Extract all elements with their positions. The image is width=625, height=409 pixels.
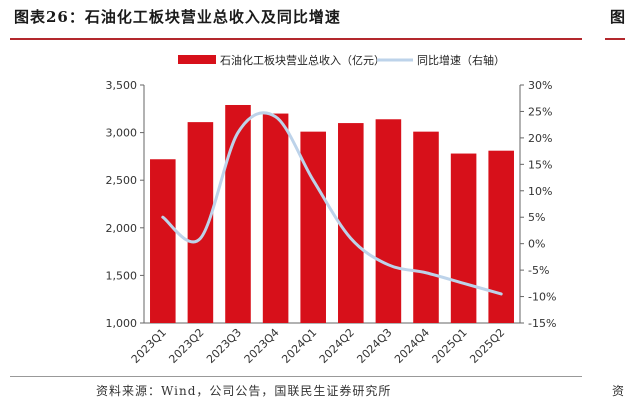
adjacent-chart-title-fragment: 图 xyxy=(610,8,625,26)
x-tick-label: 2023Q4 xyxy=(242,326,282,366)
adjacent-source-fragment: 资 xyxy=(612,384,625,398)
bar-series xyxy=(150,104,514,324)
growth-line xyxy=(161,111,503,296)
right-tick-label: 25% xyxy=(528,105,552,118)
x-tick-label: 2025Q2 xyxy=(467,326,507,366)
right-tick-label: 20% xyxy=(528,132,552,145)
x-tick-label: 2024Q2 xyxy=(317,326,357,366)
x-tick-label: 2024Q4 xyxy=(392,326,432,366)
bar xyxy=(150,159,176,323)
adjacent-title-underline xyxy=(605,38,625,40)
bar xyxy=(488,150,514,323)
bar xyxy=(262,113,289,323)
legend-bar-label: 石油化工板块营业总收入（亿元） xyxy=(220,53,385,67)
right-tick-label: 10% xyxy=(528,185,552,198)
x-tick-label: 2024Q1 xyxy=(279,326,319,366)
x-tick-label: 2023Q2 xyxy=(166,326,206,366)
left-tick-label: 1,000 xyxy=(106,317,138,330)
right-tick-label: 30% xyxy=(528,79,552,92)
legend: 石油化工板块营业总收入（亿元） 同比增速（右轴） xyxy=(178,53,505,67)
legend-bar-swatch xyxy=(178,55,216,64)
source-note: 资料来源：Wind，公司公告，国联民生证券研究所 xyxy=(96,384,392,398)
bar xyxy=(225,104,251,323)
bar xyxy=(413,131,439,323)
x-tick-label: 2024Q3 xyxy=(354,326,394,366)
left-tick-label: 3,500 xyxy=(106,79,138,92)
right-tick-label: -15% xyxy=(528,317,556,330)
right-tick-label: 5% xyxy=(528,211,545,224)
x-tick-label: 2025Q1 xyxy=(430,326,470,366)
x-tick-label: 2023Q3 xyxy=(204,326,244,366)
line-series xyxy=(161,111,503,296)
right-tick-label: 15% xyxy=(528,158,552,171)
right-tick-label: -10% xyxy=(528,291,556,304)
legend-line-label: 同比增速（右轴） xyxy=(417,53,505,67)
x-tick-label: 2023Q1 xyxy=(129,326,169,366)
left-tick-label: 2,500 xyxy=(106,174,138,187)
source-divider xyxy=(10,376,582,377)
right-tick-label: -5% xyxy=(528,264,549,277)
chart-title: 图表26：石油化工板块营业总收入及同比增速 xyxy=(14,8,341,26)
bar xyxy=(450,153,477,323)
left-tick-label: 3,000 xyxy=(106,127,138,140)
right-tick-label: 0% xyxy=(528,238,545,251)
bar xyxy=(338,123,364,323)
left-tick-label: 2,000 xyxy=(106,222,138,235)
left-tick-label: 1,500 xyxy=(106,269,138,282)
title-underline xyxy=(10,38,582,40)
bar xyxy=(375,119,402,323)
